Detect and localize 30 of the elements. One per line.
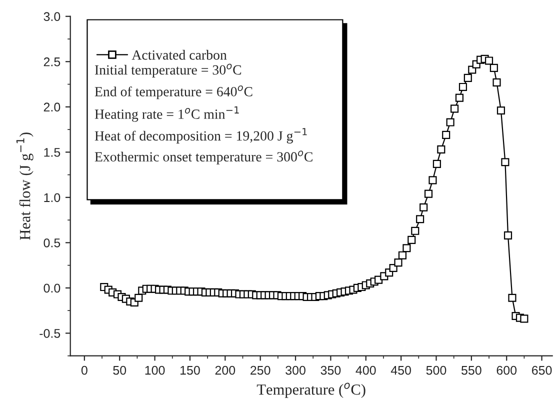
x-tick-label: 650 xyxy=(532,366,552,375)
x-tick-label: 50 xyxy=(113,366,126,375)
x-tick-label: 600 xyxy=(496,366,517,375)
x-tick-label: 300 xyxy=(286,366,306,375)
y-tick-label: 1.0 xyxy=(44,193,60,202)
x-tick-label: 350 xyxy=(320,366,341,375)
x-tick-label: 550 xyxy=(461,366,482,375)
annotation: End of temperature = 640$^{o}$C xyxy=(94,85,252,100)
y-tick-label: 0.5 xyxy=(44,238,60,248)
y-tick-label: 0.0 xyxy=(44,284,60,293)
y-axis-title: Heat flow (J g$^{−1}$) xyxy=(16,132,34,240)
y-tick-label: -0.5 xyxy=(40,329,60,338)
x-tick-label: 150 xyxy=(180,366,200,375)
y-tick-label: 2.0 xyxy=(44,102,60,112)
x-tick-label: 400 xyxy=(356,366,376,375)
x-tick-label: 500 xyxy=(426,366,446,375)
x-tick-label: 250 xyxy=(250,366,270,375)
annotation: Initial temperature = 30$^{o}$C xyxy=(94,64,242,78)
x-tick-label: 0 xyxy=(81,366,88,375)
x-tick-label: 450 xyxy=(390,366,411,375)
annotation: Heating rate = 1$^{o}$C min$^{−1}$ xyxy=(94,106,239,122)
legend-label: Activated carbon xyxy=(132,50,227,60)
x-axis-title: Temperature ($^{o}$C) xyxy=(256,382,366,398)
x-tick-label: 100 xyxy=(145,366,165,375)
x-tick-label: 200 xyxy=(215,366,236,375)
y-tick-label: 1.5 xyxy=(44,148,60,157)
annotation: Exothermic onset temperature = 300$^{o}$C xyxy=(94,150,312,164)
annotation: Heat of decomposition = 19,200 J g$^{−1}$ xyxy=(94,128,307,144)
y-tick-label: 3.0 xyxy=(44,12,60,22)
y-tick-label: 2.5 xyxy=(44,57,60,66)
